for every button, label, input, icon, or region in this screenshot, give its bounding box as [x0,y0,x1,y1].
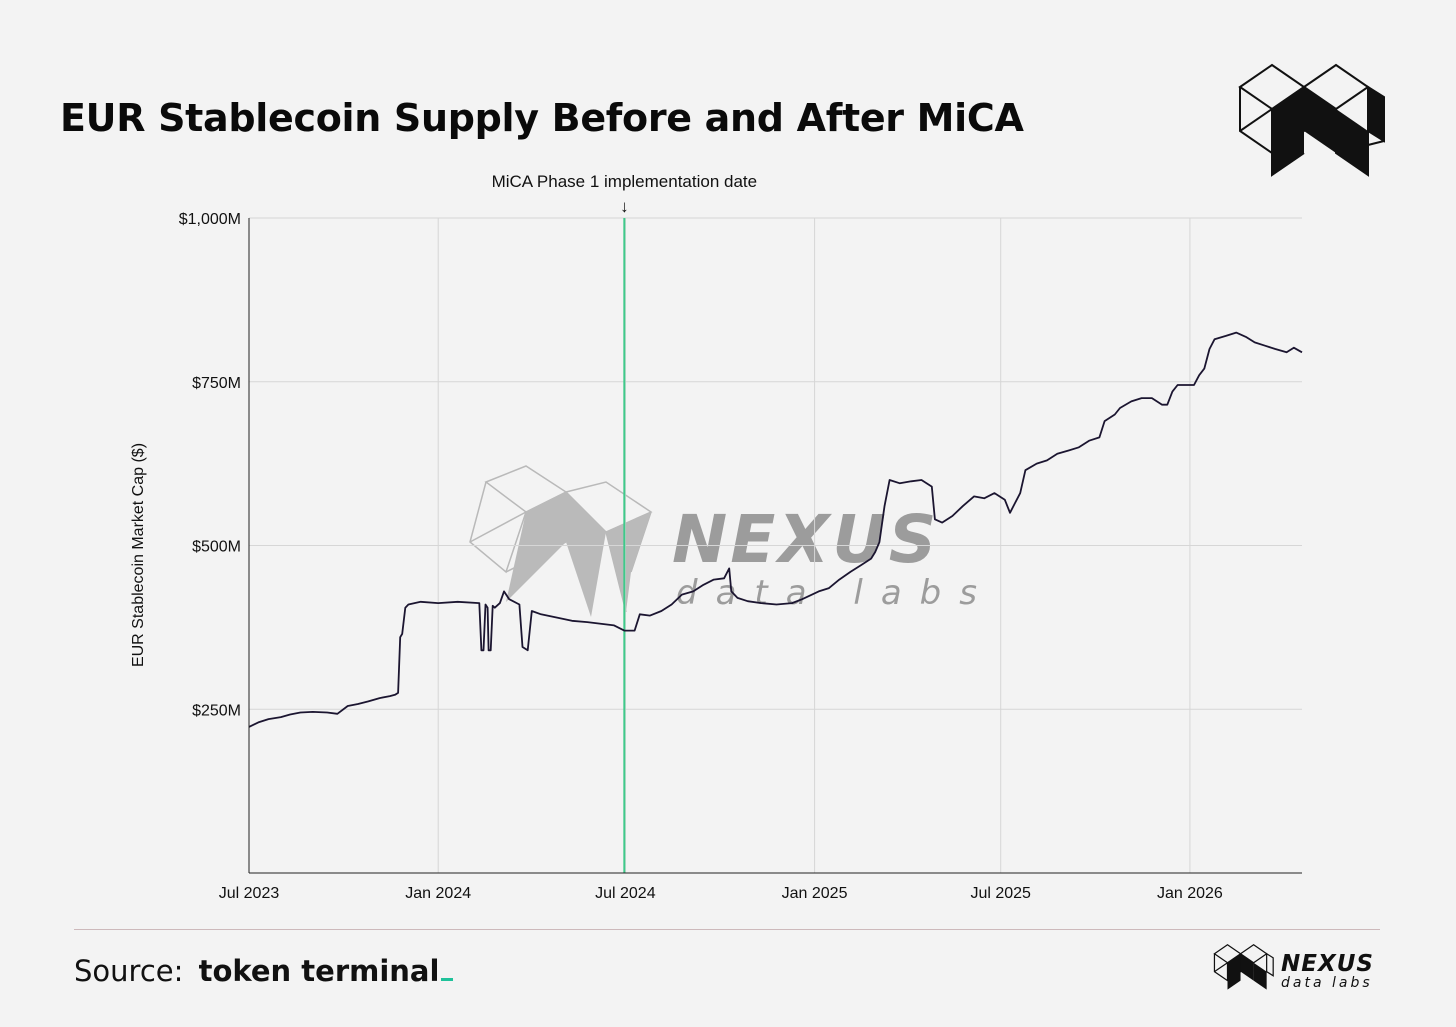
watermark-brand-tagline: data labs [676,573,995,613]
watermark-brand: NEXUS data labs [672,501,995,613]
y-tick-label: $1,000M [179,211,241,228]
mica-annotation-arrow: ↓ [620,197,629,216]
grid [249,217,1302,873]
y-tick-label: $750M [192,375,241,392]
source-label: Source: [74,954,184,988]
footer-brand-name: NEXUS [1281,951,1374,977]
annotation-layer: MiCA Phase 1 implementation date ↓ [492,172,758,873]
footer-divider [74,929,1380,930]
footer-logo-icon [1213,944,1274,990]
x-tick-label: Jul 2024 [595,885,656,902]
supply-series-line [248,331,1303,728]
source-cursor [441,978,454,981]
source-credit: Source: token terminal [74,954,454,988]
series-layer [248,331,1303,728]
axis-layer: $250M $500M $750M $1,000M Jul 2023 Jan 2024 Ju… [179,211,1302,902]
y-axis-label: EUR Stablecoin Market Cap ($) [130,443,147,667]
x-tick-label: Jul 2025 [970,885,1031,902]
footer-brand-tagline: data labs [1281,975,1373,991]
x-tick-label: Jan 2025 [782,885,848,902]
y-tick-label: $500M [192,539,241,556]
footer-brand: NEXUS data labs [1281,952,1374,990]
x-tick-label: Jan 2024 [405,885,471,902]
nexus-logo-icon [1238,63,1385,177]
mica-annotation-label: MiCA Phase 1 implementation date [492,172,758,191]
x-tick-label: Jul 2023 [219,885,280,902]
watermark-brand-name: NEXUS [672,501,940,578]
chart-title: EUR Stablecoin Supply Before and After M… [60,96,1024,140]
source-name: token terminal [198,954,440,988]
y-tick-label: $250M [192,702,241,719]
x-tick-label: Jan 2026 [1157,885,1223,902]
watermark-logo-icon [469,465,653,617]
